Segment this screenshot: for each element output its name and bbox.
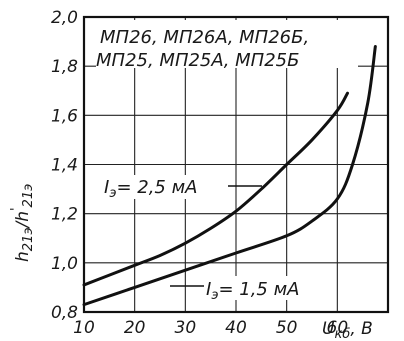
curves: [82, 45, 377, 307]
x-tick-label: 60: [327, 318, 349, 338]
y-tick-label: 1,2: [51, 205, 78, 225]
x-tick-label: 10: [73, 318, 95, 338]
x-tick-label: 30: [175, 318, 197, 338]
x-tick-label: 20: [124, 318, 146, 338]
x-tick-label: 40: [225, 318, 247, 338]
plot-frame: [82, 15, 390, 314]
y-axis-label: h21э/h'21э: [9, 184, 36, 262]
y-tick-label: 1,4: [51, 156, 78, 176]
series-label-1-5: Iэ= 1,5 мА: [206, 279, 300, 303]
y-tick-label: 2,0: [51, 8, 78, 28]
y-tick-label: 1,6: [51, 106, 78, 126]
tick-labels: 10 20 30 40 50 60 0,8 1,0 1,2 1,4 1,6 1,8 2,0: [51, 8, 348, 338]
label-bg-1-5: [190, 276, 320, 300]
device-caption-bg: [96, 20, 358, 68]
series-label-2-5: Iэ= 2,5 мА: [104, 177, 198, 201]
label-bg-2-5: [100, 175, 228, 199]
device-types-line-2: МП25, МП25А, МП25Б: [96, 50, 299, 71]
y-tick-label: 1,0: [51, 254, 78, 274]
x-tick-label: 50: [276, 318, 298, 338]
series-line-1: [82, 45, 377, 307]
series-line-0: [82, 91, 349, 287]
y-tick-label: 0,8: [51, 303, 78, 323]
device-types-line-1: МП26, МП26А, МП26Б,: [100, 27, 309, 48]
x-axis-label: Uкб, В: [322, 319, 373, 341]
y-tick-label: 1,8: [51, 57, 78, 77]
